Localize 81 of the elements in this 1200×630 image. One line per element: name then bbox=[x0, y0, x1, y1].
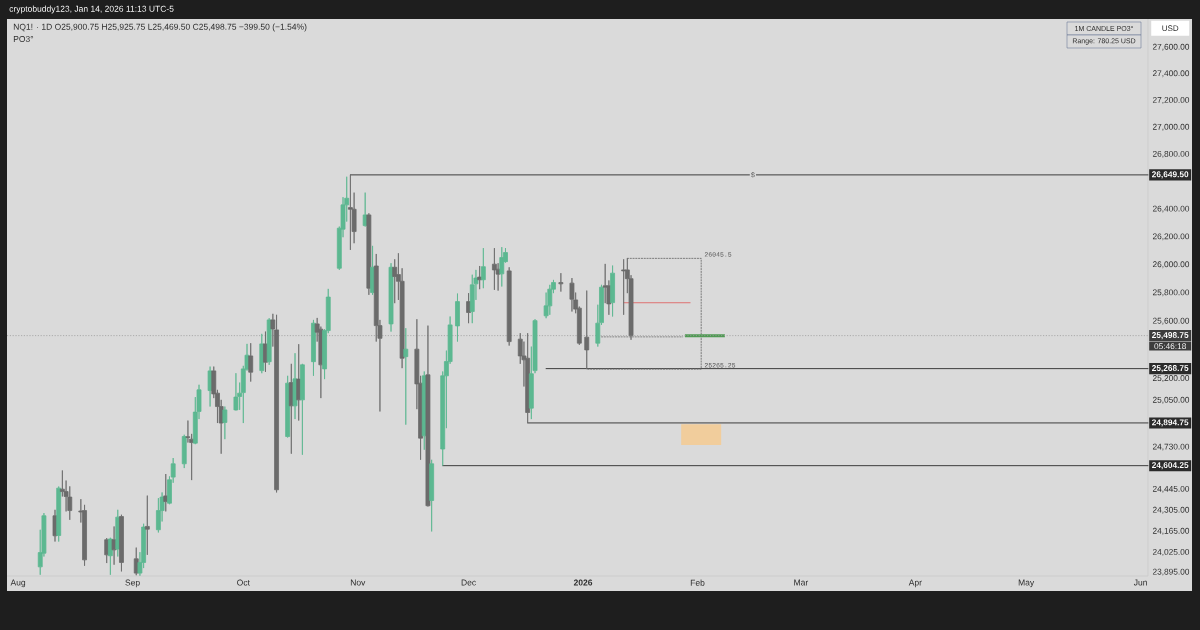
y-tick-label: 25,200.00 bbox=[1152, 375, 1190, 382]
candlestick bbox=[296, 343, 302, 421]
candlestick bbox=[469, 274, 475, 324]
x-tick-label: Feb bbox=[690, 579, 705, 586]
candlestick bbox=[67, 485, 73, 521]
y-tick-label: 26,000.00 bbox=[1152, 261, 1190, 269]
x-tick-label: 2026 bbox=[573, 579, 593, 586]
candlestick bbox=[300, 363, 305, 456]
candlestick bbox=[119, 514, 124, 572]
x-tick-label: Dec bbox=[461, 579, 476, 586]
candlestick bbox=[621, 258, 627, 316]
candlestick bbox=[144, 495, 150, 556]
candlestick bbox=[207, 366, 213, 407]
y-tick-label: 25,800.00 bbox=[1152, 289, 1190, 297]
candlestick bbox=[285, 375, 291, 438]
y-tick-label: 25,050.00 bbox=[1152, 396, 1190, 404]
x-tick-label: Sep bbox=[125, 579, 140, 588]
candlestick bbox=[429, 459, 435, 532]
y-tick-label: 26,400.00 bbox=[1152, 205, 1190, 213]
y-tick-label: 27,200.00 bbox=[1152, 97, 1190, 104]
ref-line-label: 25,498.75 bbox=[1152, 332, 1189, 340]
x-tick-label: Apr bbox=[908, 579, 922, 588]
data-label: 24,604.25 bbox=[1152, 462, 1189, 470]
candlestick bbox=[104, 537, 110, 564]
text: cryptobuddy123, Jan 14, 2026 11:13 UTC-5 bbox=[9, 5, 174, 14]
y-tick-label: 24,025.00 bbox=[1152, 549, 1190, 556]
data-label: 24,894.75 bbox=[1152, 419, 1189, 427]
candlestick bbox=[425, 325, 431, 507]
candlestick bbox=[52, 509, 58, 542]
candlestick bbox=[477, 265, 483, 290]
candlestick bbox=[181, 434, 187, 469]
candlestick bbox=[111, 526, 117, 566]
y-tick-label: 26,200.00 bbox=[1152, 233, 1190, 241]
candlestick bbox=[233, 372, 239, 411]
y-axis-title: USD bbox=[1162, 25, 1179, 32]
candlestick bbox=[222, 406, 228, 440]
data-label: 25,268.75 bbox=[1152, 365, 1189, 373]
y-tick-label: 25,600.00 bbox=[1152, 317, 1190, 325]
candlestick bbox=[403, 327, 409, 426]
candlestick bbox=[248, 342, 254, 382]
text: 05:46:18 bbox=[1154, 343, 1186, 350]
candlestick bbox=[492, 247, 497, 291]
candlestick bbox=[547, 284, 553, 316]
y-tick-label: 24,445.00 bbox=[1152, 485, 1190, 493]
x-tick-label: Oct bbox=[237, 579, 250, 586]
x-tick-label: Aug bbox=[10, 579, 26, 588]
candlestick bbox=[263, 331, 268, 373]
candlestick bbox=[292, 352, 298, 420]
y-tick-label: 24,730.00 bbox=[1152, 443, 1190, 451]
candlestick bbox=[610, 265, 615, 317]
text: PO3° bbox=[13, 35, 34, 42]
candlestick bbox=[466, 292, 471, 324]
x-tick-label: May bbox=[1018, 579, 1035, 588]
x-tick-label: Mar bbox=[794, 579, 809, 586]
candlestick bbox=[388, 262, 394, 332]
x-tick-label: Nov bbox=[350, 579, 366, 586]
y-tick-label: 24,305.00 bbox=[1152, 506, 1190, 514]
candlestick bbox=[455, 293, 460, 342]
candlestick bbox=[311, 319, 316, 377]
candlestick bbox=[480, 247, 486, 289]
candlestick bbox=[525, 332, 531, 424]
candlestick bbox=[558, 272, 564, 292]
x-tick-label: Jun bbox=[1133, 579, 1147, 586]
candlestick bbox=[259, 333, 265, 374]
chart-title: NQ1! · 1D O25,900.75 H25,925.75 L25,469.50 C25,498.75 −399.50 (−1.54%) bbox=[13, 23, 307, 32]
candlestick bbox=[163, 473, 169, 512]
data-label: 26,649.50 bbox=[1152, 171, 1189, 179]
candlestick bbox=[274, 314, 279, 493]
y-tick-label: 23,895.00 bbox=[1152, 568, 1190, 576]
y-tick-label: 27,000.00 bbox=[1152, 123, 1190, 131]
y-tick-label: 27,600.00 bbox=[1152, 43, 1190, 51]
y-tick-label: 27,400.00 bbox=[1152, 70, 1190, 78]
candlestick bbox=[266, 317, 272, 366]
candlestick bbox=[56, 486, 62, 542]
candlestick bbox=[506, 266, 512, 346]
y-tick-label: 26,800.00 bbox=[1152, 150, 1190, 158]
candlestick bbox=[569, 277, 575, 312]
candlestick bbox=[499, 246, 505, 287]
candlestick bbox=[366, 212, 372, 296]
y-tick-label: 24,165.00 bbox=[1152, 527, 1190, 535]
candlestick bbox=[348, 174, 353, 251]
